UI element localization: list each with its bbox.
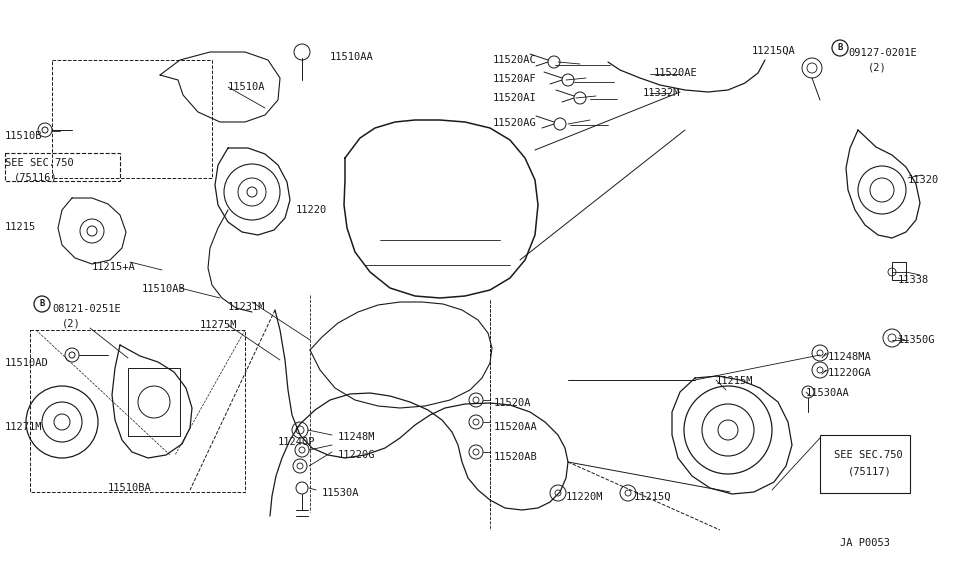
Text: 11215M: 11215M [716, 376, 754, 386]
Text: 11338: 11338 [898, 275, 929, 285]
Bar [820, 435, 910, 493]
Text: 11530A: 11530A [322, 488, 360, 498]
Text: 11520AI: 11520AI [493, 93, 537, 103]
Text: 11240P: 11240P [278, 437, 316, 447]
Text: 11275M: 11275M [200, 320, 238, 330]
Text: 08121-0251E: 08121-0251E [52, 304, 121, 314]
Bar [128, 368, 180, 436]
Text: SEE SEC.750: SEE SEC.750 [5, 158, 74, 168]
Text: B: B [39, 299, 45, 308]
Text: B: B [838, 44, 842, 53]
Text: 09127-0201E: 09127-0201E [848, 48, 916, 58]
Text: 11510BA: 11510BA [108, 483, 152, 493]
Text: 11520A: 11520A [494, 398, 531, 408]
Text: (2): (2) [868, 63, 886, 73]
Text: 11248MA: 11248MA [828, 352, 872, 362]
Text: 11520AB: 11520AB [494, 452, 538, 462]
Text: 11332M: 11332M [643, 88, 681, 98]
Text: 11510AD: 11510AD [5, 358, 49, 368]
Text: 11510B: 11510B [5, 131, 43, 141]
Text: 11220: 11220 [296, 205, 328, 215]
Bar [52, 60, 212, 178]
Text: JA P0053: JA P0053 [840, 538, 890, 548]
Text: 11520AF: 11520AF [493, 74, 537, 84]
Text: 11530AA: 11530AA [806, 388, 850, 398]
Bar [30, 330, 245, 492]
Text: 11510AB: 11510AB [142, 284, 186, 294]
Text: 11520AG: 11520AG [493, 118, 537, 128]
Text: 11510AA: 11510AA [330, 52, 373, 62]
Text: 11520AC: 11520AC [493, 55, 537, 65]
Bar [5, 153, 120, 181]
Text: 11215QA: 11215QA [752, 46, 796, 56]
Text: 11248M: 11248M [338, 432, 375, 442]
Text: 11271M: 11271M [5, 422, 43, 432]
Text: (75117): (75117) [848, 466, 892, 476]
Text: 11220GA: 11220GA [828, 368, 872, 378]
Text: 11510A: 11510A [228, 82, 265, 92]
Text: 11350G: 11350G [898, 335, 935, 345]
Text: SEE SEC.750: SEE SEC.750 [834, 450, 903, 460]
Text: 11520AA: 11520AA [494, 422, 538, 432]
Text: 11215: 11215 [5, 222, 36, 232]
Text: 11215Q: 11215Q [634, 492, 672, 502]
Text: (75116): (75116) [14, 172, 58, 182]
Text: 11220M: 11220M [566, 492, 604, 502]
Text: 11220G: 11220G [338, 450, 375, 460]
Bar [892, 262, 906, 280]
Text: (2): (2) [62, 318, 81, 328]
Text: 11231M: 11231M [228, 302, 265, 312]
Text: 11520AE: 11520AE [654, 68, 698, 78]
Text: 11215+A: 11215+A [92, 262, 136, 272]
Text: 11320: 11320 [908, 175, 939, 185]
